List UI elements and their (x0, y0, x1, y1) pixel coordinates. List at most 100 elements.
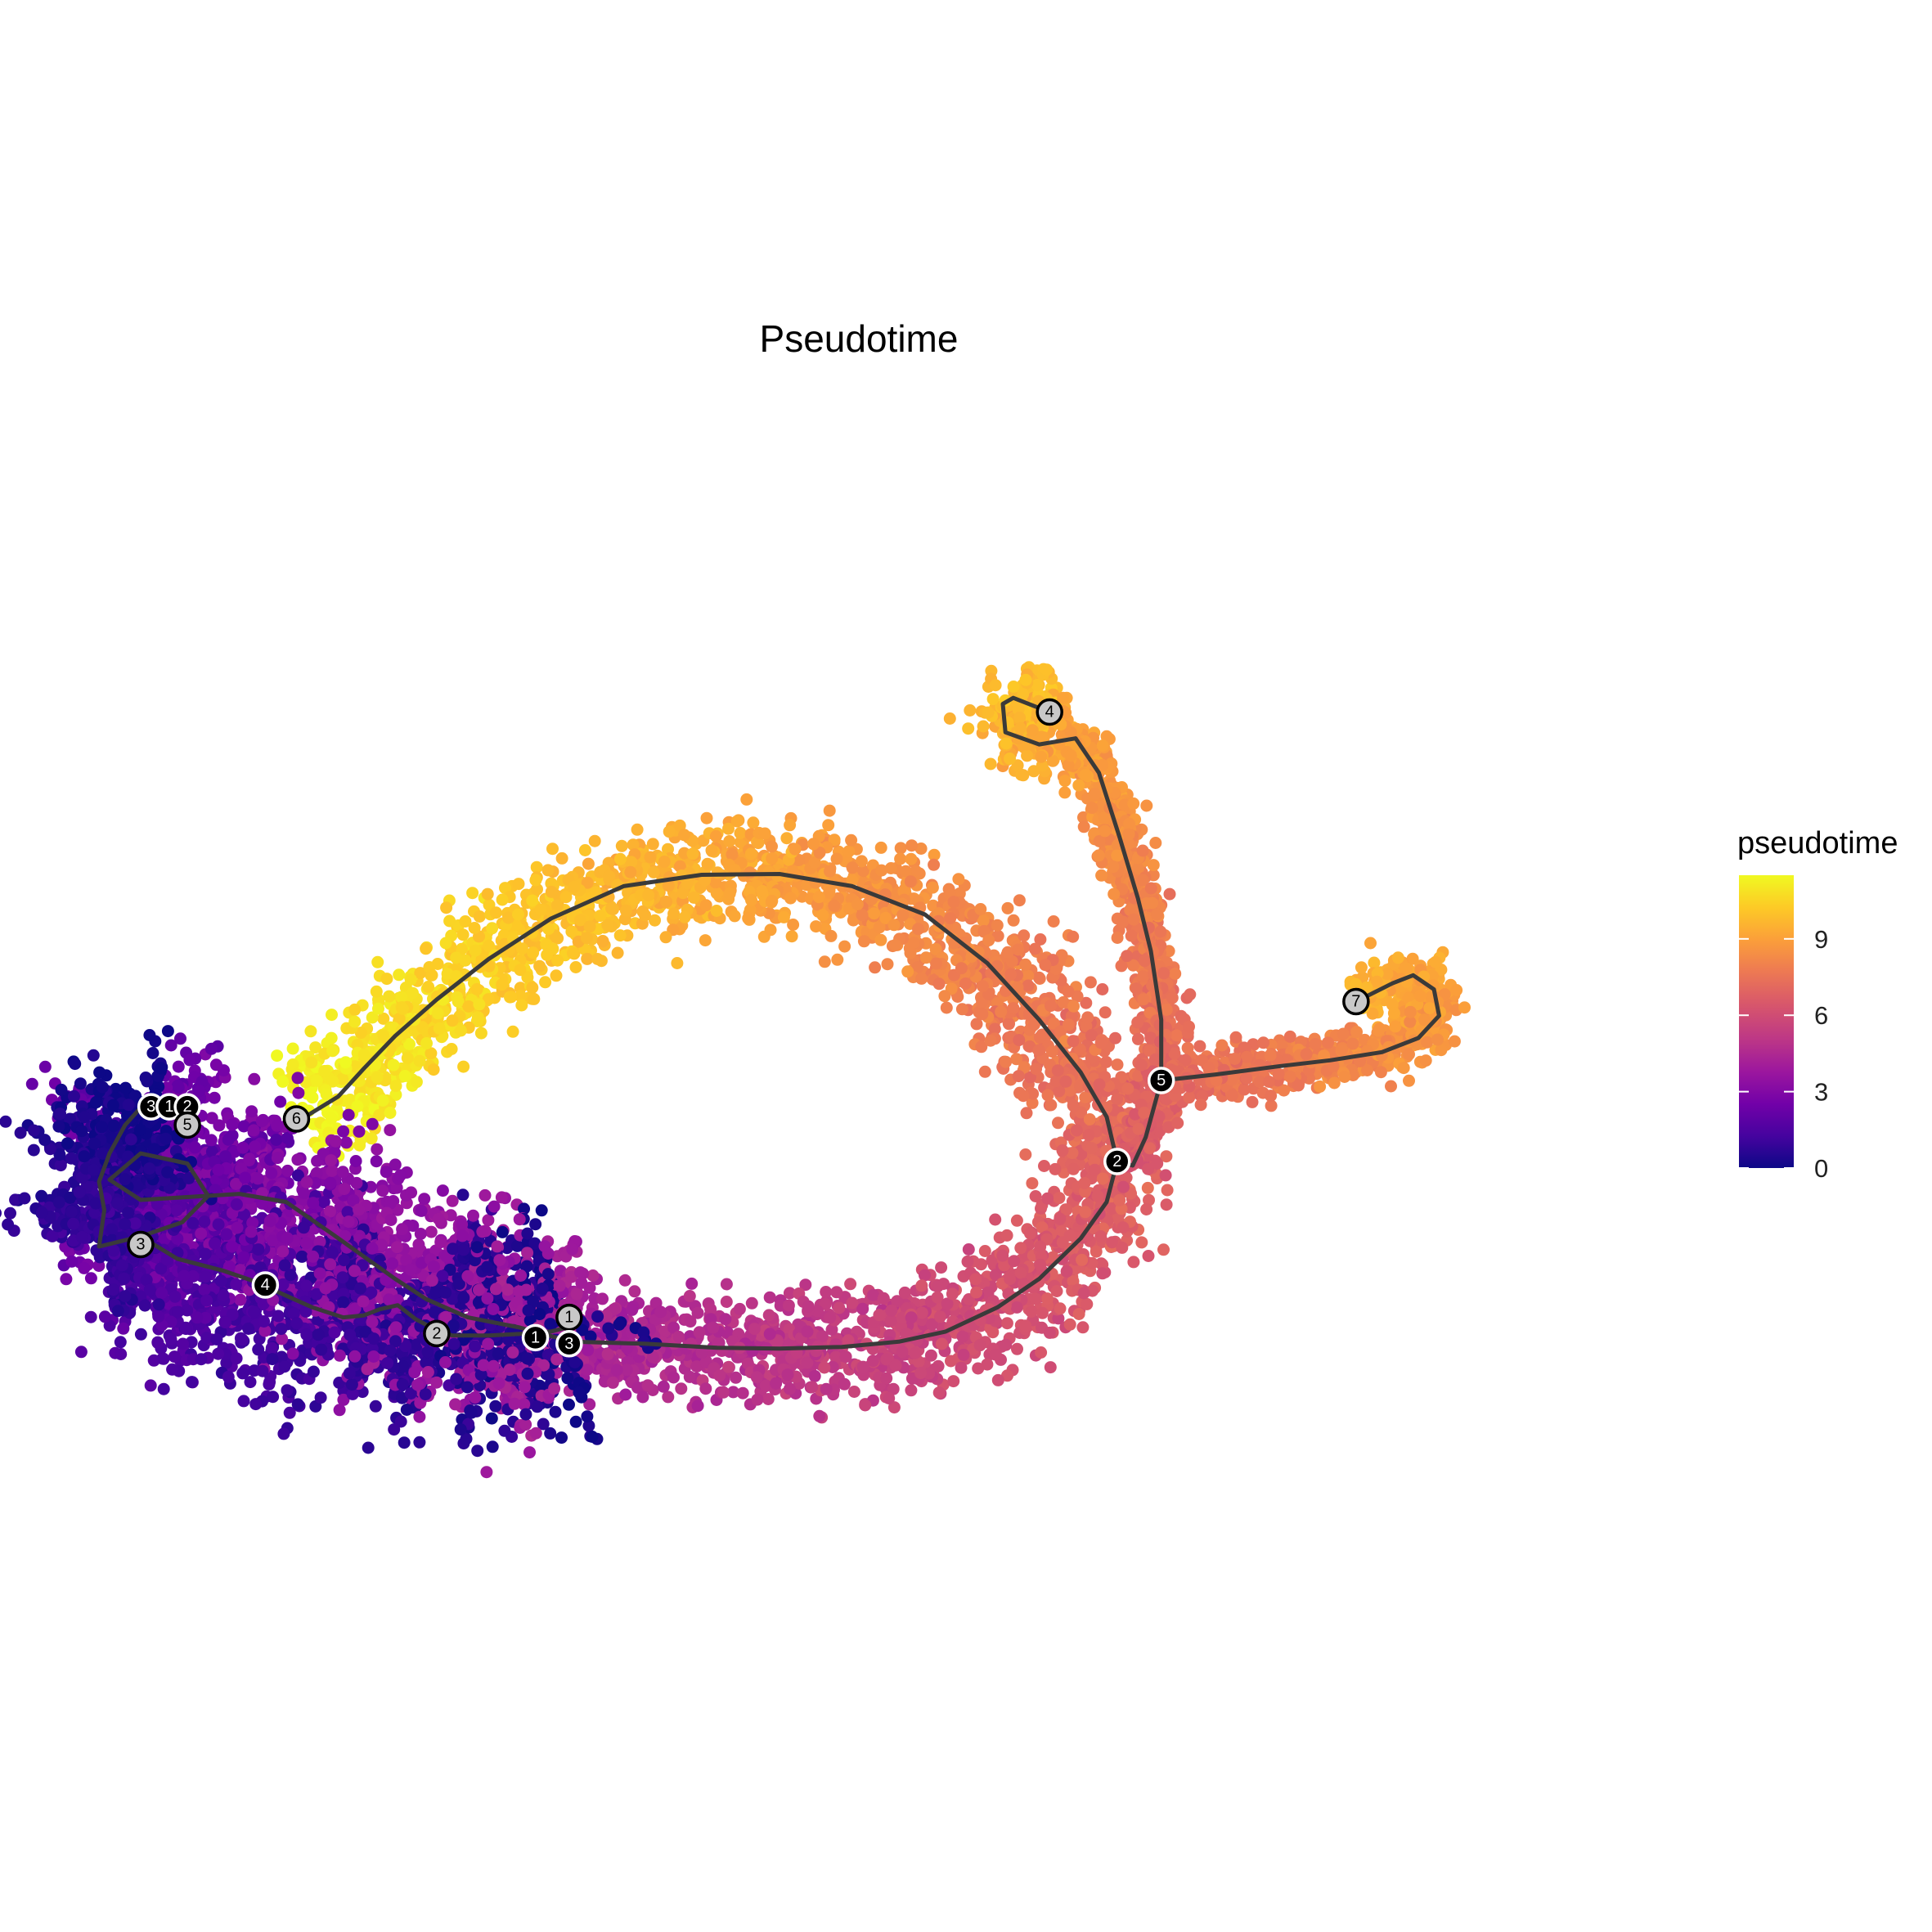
cell-point-3026 (357, 1048, 371, 1061)
cell-point-2529 (705, 844, 718, 857)
cell-point-2214 (756, 884, 769, 897)
cell-point-4159 (984, 757, 997, 771)
cell-point-1312 (1084, 976, 1097, 989)
cell-point-2265 (931, 1291, 944, 1304)
cell-point-2866 (1056, 1144, 1069, 1157)
cell-point-3827 (1138, 1106, 1151, 1119)
cell-point-2830 (807, 838, 820, 851)
cell-point-2416 (1053, 1192, 1066, 1205)
cell-point-2614 (904, 946, 917, 959)
cell-point-693 (824, 929, 838, 942)
cell-point-2685 (955, 1361, 968, 1374)
cell-point-2211 (978, 1245, 991, 1257)
cell-point-4882 (1215, 1039, 1229, 1052)
cell-point-2251 (470, 982, 483, 995)
cell-point-4895 (1300, 1048, 1313, 1061)
cell-point-4114 (1072, 779, 1085, 792)
cell-point-1956 (947, 1375, 960, 1388)
cell-point-4163 (1013, 712, 1027, 724)
cell-point-46 (671, 957, 684, 969)
cell-point-1622 (354, 1027, 367, 1040)
cell-point-2887 (946, 1287, 959, 1301)
cell-point-1858 (766, 852, 779, 865)
cell-point-2957 (1032, 1044, 1045, 1057)
cell-point-2630 (726, 848, 739, 861)
cell-point-2049 (452, 995, 465, 1008)
cell-point-3736 (1130, 982, 1143, 995)
cell-point-2771 (325, 1112, 338, 1125)
cell-point-2962 (915, 972, 928, 985)
cell-point-721 (377, 1012, 390, 1025)
cell-point-39 (582, 857, 595, 870)
cell-point-4894 (1387, 1007, 1400, 1020)
cell-point-4834 (1283, 1070, 1296, 1083)
cell-point-2277 (568, 880, 581, 893)
cell-point-2850 (824, 865, 836, 878)
cell-point-3012 (1076, 1253, 1089, 1266)
cell-point-912 (1096, 1258, 1109, 1271)
cell-point-2581 (1012, 1070, 1025, 1083)
cell-point-597 (981, 1358, 994, 1371)
cell-point-2488 (728, 910, 741, 923)
cell-point-4042 (982, 706, 995, 719)
cell-point-2257 (325, 1031, 338, 1045)
cell-point-1783 (986, 1326, 1000, 1339)
cell-point-2781 (305, 1056, 318, 1069)
cell-point-1772 (683, 1290, 696, 1302)
cell-point-736 (533, 959, 546, 973)
cell-point-1499 (628, 1285, 641, 1298)
cell-point-1971 (887, 1401, 901, 1414)
cell-point-3857 (1138, 955, 1151, 968)
cell-point-2847 (984, 1034, 997, 1047)
cell-point-2176 (1049, 1162, 1062, 1175)
cell-point-2597 (541, 864, 555, 877)
cell-point-3784 (1169, 967, 1182, 980)
cell-point-4814 (1292, 1079, 1305, 1092)
cell-point-1847 (932, 1386, 946, 1400)
cell-point-1886 (1142, 1250, 1155, 1262)
cell-point-455 (747, 816, 760, 829)
cell-point-3859 (1151, 908, 1163, 921)
cell-point-2286 (512, 878, 525, 891)
cell-point-2579 (611, 946, 624, 959)
cell-point-2905 (933, 1310, 946, 1323)
cell-point-4862 (1229, 1053, 1242, 1065)
cell-point-3082 (1149, 837, 1162, 849)
cell-point-4444 (1448, 1035, 1461, 1048)
cell-point-2233 (1029, 1190, 1042, 1202)
cell-point-3535 (1121, 1082, 1134, 1095)
cell-point-1235 (1001, 1369, 1013, 1382)
cell-point-1841 (823, 804, 836, 817)
cell-point-2188 (758, 827, 771, 840)
cell-point-2902 (838, 1377, 851, 1391)
cell-point-2924 (877, 1292, 890, 1305)
cell-point-2986 (642, 889, 655, 901)
cell-point-2128 (526, 894, 539, 907)
cell-point-4096 (1031, 679, 1044, 691)
cell-point-3970 (962, 722, 975, 735)
cell-point-2874 (1051, 1064, 1064, 1077)
cell-point-2985 (1096, 1172, 1109, 1185)
cell-point-2441 (1054, 1212, 1067, 1225)
cell-point-892 (762, 1393, 775, 1405)
cell-point-1608 (422, 981, 435, 993)
cell-point-2182 (483, 939, 496, 952)
cell-point-2302 (372, 1002, 384, 1015)
cell-point-4116 (1004, 753, 1016, 765)
cell-point-3183 (1163, 887, 1176, 901)
cell-point-3869 (1092, 849, 1105, 862)
cell-point-2770 (976, 1008, 989, 1021)
cell-point-2351 (1024, 1227, 1036, 1240)
cell-point-416 (403, 1038, 416, 1050)
cell-point-541 (1099, 1055, 1112, 1068)
cell-point-2722 (596, 1292, 609, 1305)
cell-point-2105 (810, 920, 823, 933)
cell-point-4898 (1413, 990, 1427, 1002)
cell-point-3883 (1099, 824, 1112, 838)
cell-point-2929 (534, 903, 547, 916)
cell-point-1250 (1112, 1211, 1125, 1224)
cell-point-4868 (1338, 1071, 1351, 1083)
cell-point-2870 (686, 847, 699, 860)
cell-point-4162 (1026, 724, 1039, 737)
cell-point-2833 (912, 923, 924, 936)
